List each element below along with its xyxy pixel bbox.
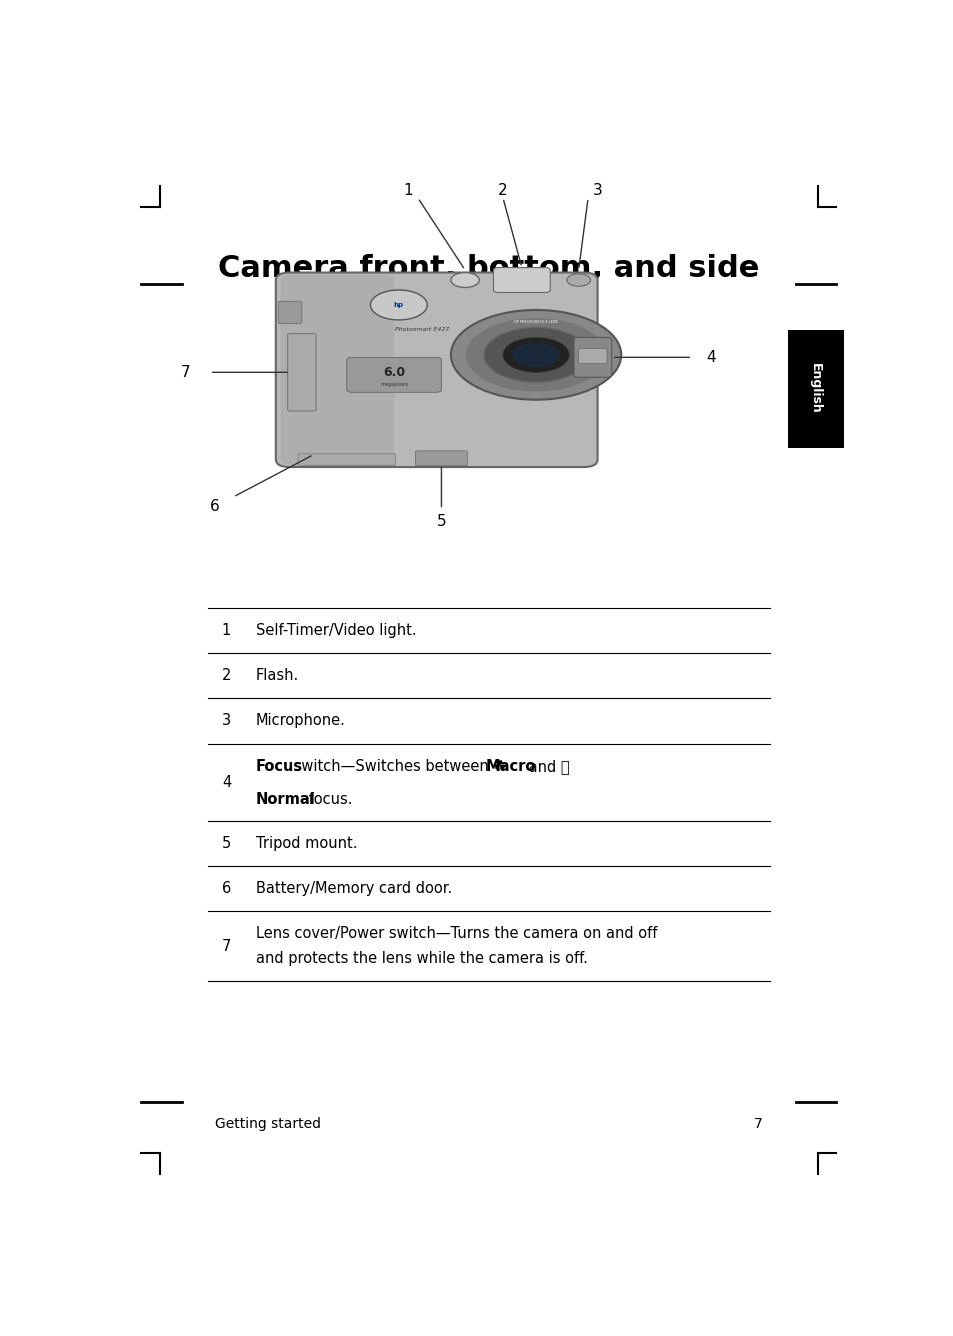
FancyBboxPatch shape [275,273,597,468]
FancyBboxPatch shape [297,454,395,465]
FancyBboxPatch shape [280,275,394,465]
Text: Self-Timer/Video light.: Self-Timer/Video light. [255,623,416,639]
Text: 2: 2 [497,183,507,198]
Circle shape [451,273,478,287]
Text: Lens cover/Power switch—Turns the camera on and off: Lens cover/Power switch—Turns the camera… [255,926,657,941]
Text: 5: 5 [222,836,231,851]
Text: Microphone.: Microphone. [255,713,346,728]
Circle shape [502,338,569,373]
FancyBboxPatch shape [493,267,550,293]
Text: switch—Switches between ☘: switch—Switches between ☘ [289,759,516,775]
Text: 1: 1 [222,623,231,639]
Circle shape [451,310,620,399]
Text: HP PRECISION F2.8 LENS: HP PRECISION F2.8 LENS [514,321,558,325]
Text: 3: 3 [222,713,231,728]
Text: 4: 4 [222,775,231,790]
Text: English: English [808,363,821,414]
Text: 1: 1 [403,183,413,198]
FancyBboxPatch shape [347,357,441,393]
Circle shape [483,327,587,382]
Text: Normal: Normal [255,792,315,807]
Text: Flash.: Flash. [255,668,299,683]
Text: 7: 7 [181,365,191,379]
Circle shape [370,290,427,319]
FancyBboxPatch shape [415,450,467,466]
Text: Photosmart E427: Photosmart E427 [395,327,449,333]
Text: hp: hp [394,302,403,309]
Text: 5: 5 [436,514,446,529]
Text: 6: 6 [222,882,231,896]
Circle shape [566,274,590,286]
FancyBboxPatch shape [278,301,301,323]
FancyBboxPatch shape [288,334,315,411]
Text: 6.0: 6.0 [383,366,405,379]
Text: 4: 4 [705,350,715,365]
Circle shape [465,318,606,393]
Text: Focus: Focus [255,759,303,775]
Text: Macro: Macro [485,759,535,775]
Text: Battery/Memory card door.: Battery/Memory card door. [255,882,452,896]
Text: Camera front, bottom, and side: Camera front, bottom, and side [218,254,759,283]
Text: 3: 3 [592,183,602,198]
Text: and protects the lens while the camera is off.: and protects the lens while the camera i… [255,951,587,966]
Text: 6: 6 [210,500,219,514]
Text: megapixels: megapixels [379,382,408,387]
Text: 7: 7 [753,1117,761,1132]
Text: Getting started: Getting started [215,1117,321,1132]
Text: 2: 2 [221,668,231,683]
Text: Tripod mount.: Tripod mount. [255,836,357,851]
FancyBboxPatch shape [574,338,611,377]
Bar [787,330,842,449]
Circle shape [512,342,559,367]
FancyBboxPatch shape [578,349,606,363]
Text: 7: 7 [221,939,231,954]
Text: focus.: focus. [304,792,353,807]
Text: and ⛰: and ⛰ [523,759,569,775]
